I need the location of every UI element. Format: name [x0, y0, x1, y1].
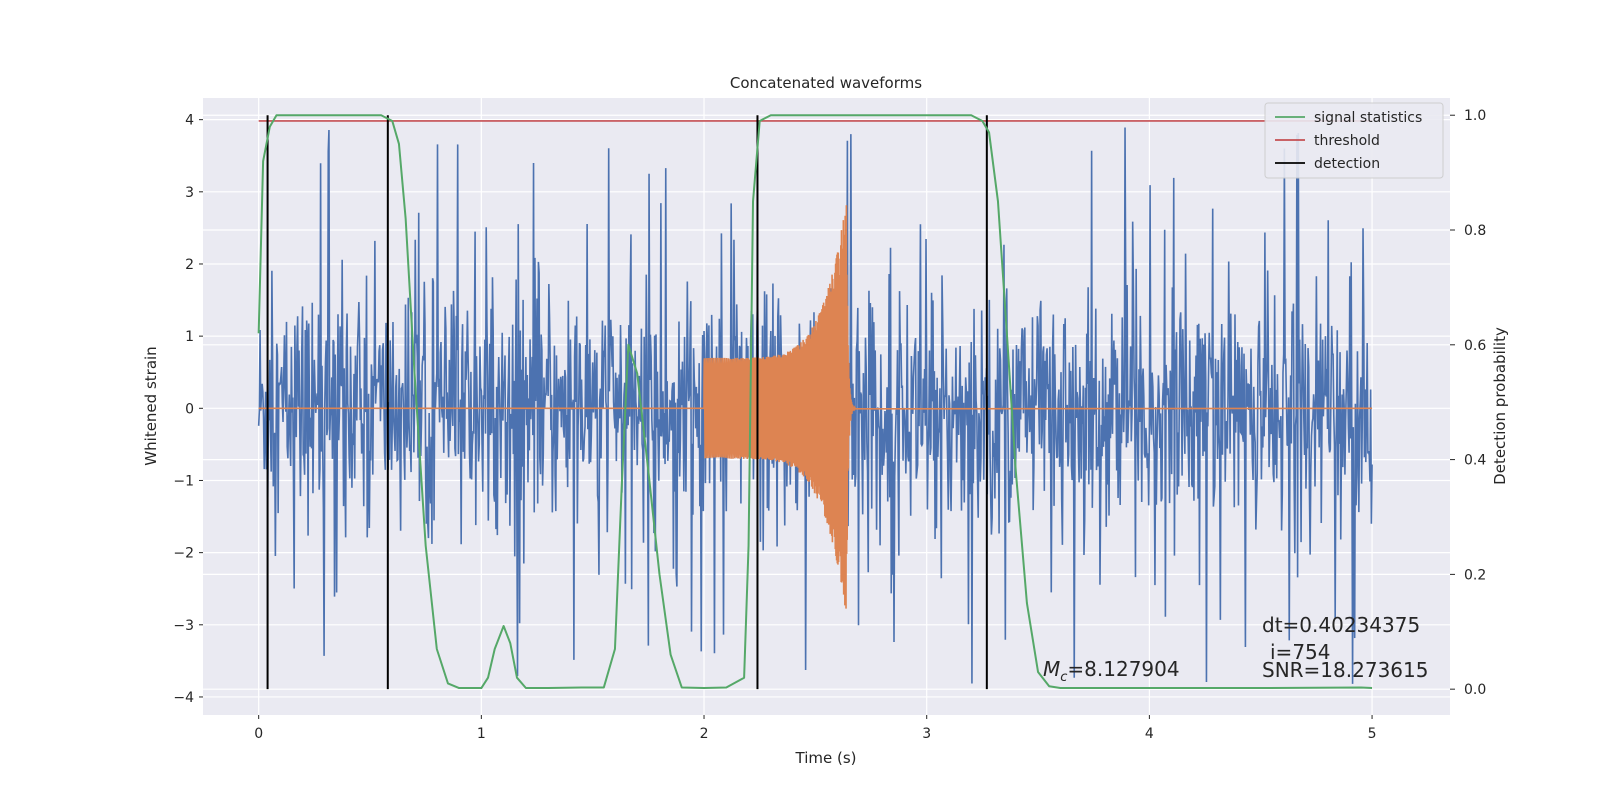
- y-axis-right: 0.0 0.2 0.4 0.6 0.8 1.0: [1450, 108, 1486, 698]
- annotation-i: i=754: [1270, 640, 1331, 664]
- template-series: [258, 205, 1373, 609]
- y2-tick-label: 0.8: [1464, 223, 1486, 239]
- y-tick-label: −1: [173, 473, 194, 489]
- annotation-dt: dt=0.40234375: [1262, 613, 1420, 637]
- x-axis-label: Time (s): [795, 749, 857, 767]
- x-tick-label: 2: [700, 726, 709, 742]
- x-axis: 0 1 2 3 4 5: [254, 715, 1377, 742]
- annotations: Mc=8.127904 dt=0.40234375 i=754 SNR=18.2…: [1043, 613, 1428, 685]
- x-tick-label: 3: [922, 726, 931, 742]
- y-axis-left: −4 −3 −2 −1 0 1 2 3 4: [173, 113, 203, 706]
- x-tick-label: 1: [477, 726, 486, 742]
- y2-tick-label: 0.2: [1464, 567, 1486, 583]
- y-tick-label: 0: [185, 401, 194, 417]
- chart-title: Concatenated waveforms: [730, 74, 922, 92]
- y-tick-label: 2: [185, 257, 194, 273]
- x-tick-label: 4: [1145, 726, 1154, 742]
- y-axis-label: Whitened strain: [142, 346, 160, 465]
- annotation-mc-sub: c: [1060, 670, 1067, 685]
- y2-tick-label: 0.6: [1464, 338, 1486, 354]
- annotation-snr: SNR=18.273615: [1262, 658, 1428, 682]
- legend-label-detection: detection: [1314, 156, 1380, 172]
- y-tick-label: −3: [173, 618, 194, 634]
- annotation-mc-symbol: M: [1043, 657, 1060, 681]
- y-tick-label: 1: [185, 329, 194, 345]
- legend-label-signal-statistics: signal statistics: [1314, 110, 1422, 126]
- signal-statistics-series: [257, 114, 1373, 690]
- y-tick-label: 4: [185, 113, 194, 129]
- y2-axis-label: Detection probability: [1491, 327, 1509, 485]
- legend-label-threshold: threshold: [1314, 133, 1380, 149]
- x-tick-label: 0: [254, 726, 263, 742]
- y2-tick-label: 0.4: [1464, 453, 1486, 469]
- signal-statistics-line: [257, 114, 1373, 690]
- y-tick-label: −2: [173, 546, 194, 562]
- x-tick-label: 5: [1368, 726, 1377, 742]
- legend-box: [1264, 102, 1444, 179]
- y2-tick-label: 0.0: [1464, 682, 1486, 698]
- annotation-mc: Mc=8.127904: [1043, 657, 1180, 685]
- y2-tick-label: 1.0: [1464, 108, 1486, 124]
- detection-series: [266, 115, 988, 690]
- y-tick-label: −4: [173, 690, 194, 706]
- y-tick-label: 3: [185, 185, 194, 201]
- legend: signal statistics threshold detection: [1264, 102, 1444, 179]
- template-line: [258, 205, 1373, 609]
- annotation-mc-value: =8.127904: [1067, 657, 1179, 681]
